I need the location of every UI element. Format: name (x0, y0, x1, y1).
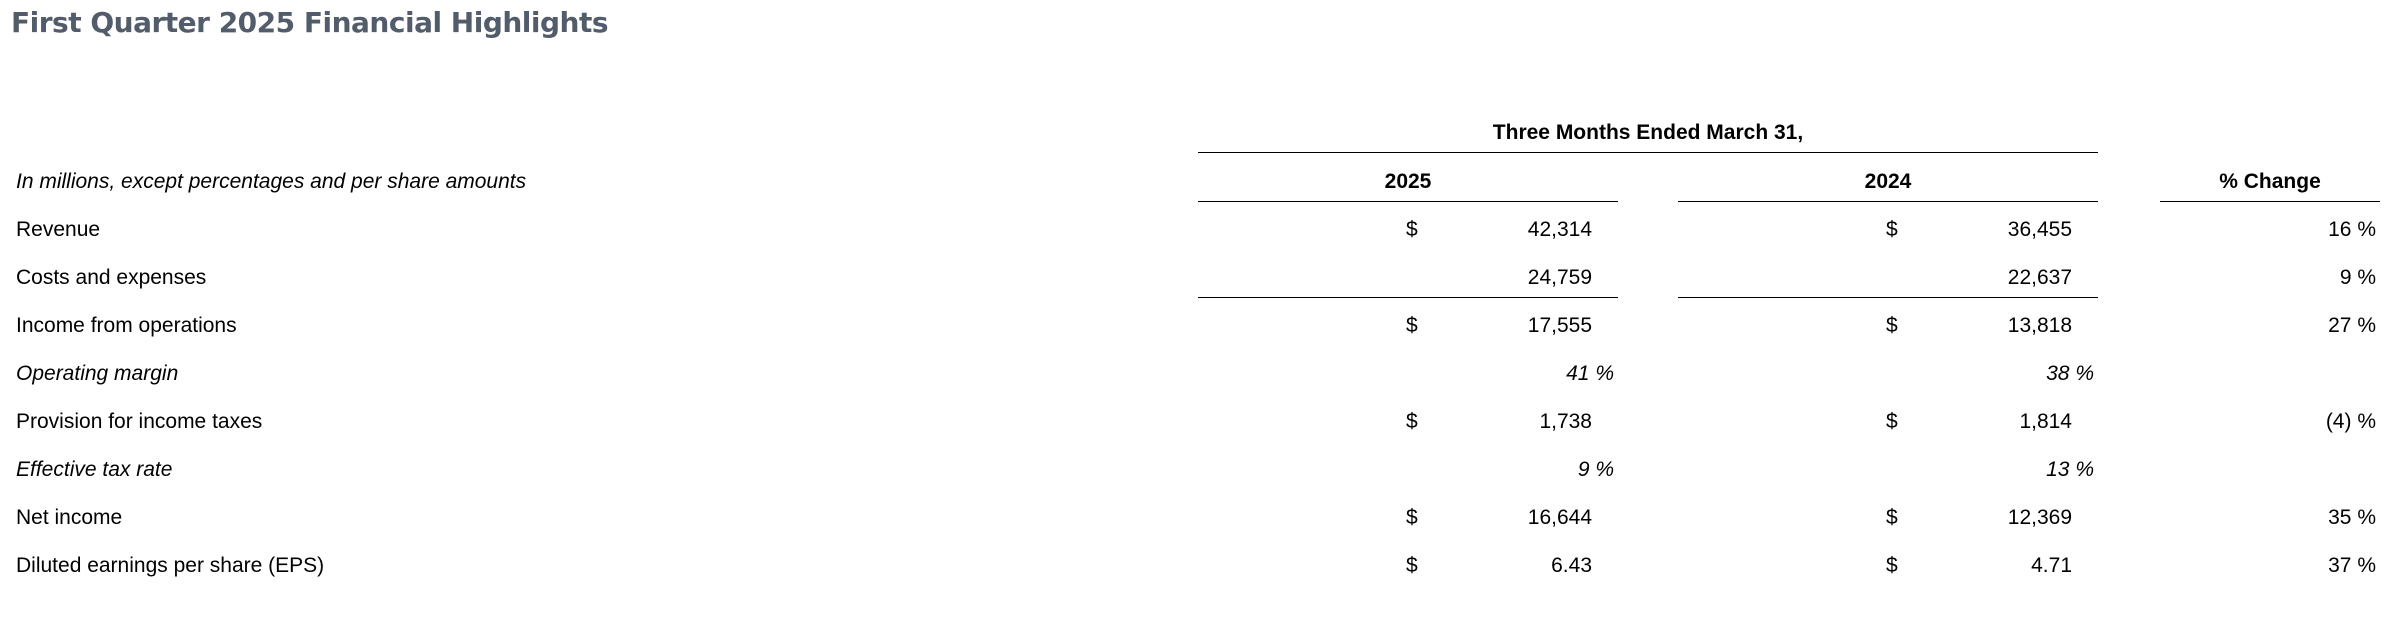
value-2025-net-income: 16,644 (1527, 506, 1592, 529)
column-header-2024: 2024 (1864, 170, 1912, 193)
change-net-income: 35 % (2328, 506, 2376, 529)
currency-2025-revenue: $ (1406, 218, 1418, 241)
value-2024-net-income: 12,369 (2007, 506, 2072, 529)
row-label-revenue: Revenue (16, 218, 101, 241)
value-2024-operating-margin: 38 % (2046, 362, 2094, 385)
column-header-change-rule (2160, 201, 2380, 202)
change-diluted-eps: 37 % (2328, 554, 2376, 577)
value-2025-effective-tax-rate: 9 % (1577, 458, 1614, 481)
column-header-2025-rule (1198, 201, 1618, 202)
currency-2024-provision-for-income-taxes: $ (1886, 410, 1898, 433)
change-income-from-operations: 27 % (2328, 314, 2376, 337)
value-2024-income-from-operations: 13,818 (2007, 314, 2072, 337)
row-label-provision-for-income-taxes: Provision for income taxes (16, 410, 263, 433)
value-2025-diluted-eps: 6.43 (1551, 554, 1592, 577)
currency-2025-net-income: $ (1406, 506, 1418, 529)
currency-2025-income-from-operations: $ (1406, 314, 1418, 337)
column-header-2025: 2025 (1384, 170, 1432, 193)
value-2025-provision-for-income-taxes: 1,738 (1539, 410, 1592, 433)
period-header-rule (1198, 152, 2098, 153)
currency-2024-income-from-operations: $ (1886, 314, 1898, 337)
change-revenue: 16 % (2328, 218, 2376, 241)
value-2024-provision-for-income-taxes: 1,814 (2019, 410, 2072, 433)
page-title: First Quarter 2025 Financial Highlights (11, 6, 609, 39)
change-costs-and-expenses: 9 % (2339, 266, 2376, 289)
currency-2024-revenue: $ (1886, 218, 1898, 241)
value-2024-diluted-eps: 4.71 (2031, 554, 2072, 577)
value-2025-costs-and-expenses: 24,759 (1527, 266, 1592, 289)
value-2025-income-from-operations: 17,555 (1527, 314, 1592, 337)
row-label-diluted-eps: Diluted earnings per share (EPS) (16, 554, 325, 577)
row-label-income-from-operations: Income from operations (16, 314, 237, 337)
period-header: Three Months Ended March 31, (1492, 121, 1804, 144)
currency-2025-diluted-eps: $ (1406, 554, 1418, 577)
row-label-effective-tax-rate: Effective tax rate (16, 458, 173, 481)
column-header-change: % Change (2219, 170, 2321, 193)
currency-2025-provision-for-income-taxes: $ (1406, 410, 1418, 433)
currency-2024-net-income: $ (1886, 506, 1898, 529)
value-2025-operating-margin: 41 % (1566, 362, 1614, 385)
row-label-costs-and-expenses: Costs and expenses (16, 266, 207, 289)
row-label-operating-margin: Operating margin (16, 362, 179, 385)
subtotal-rule-2025 (1198, 297, 1618, 298)
row-label-net-income: Net income (16, 506, 123, 529)
currency-2024-diluted-eps: $ (1886, 554, 1898, 577)
subtotal-rule-2024 (1678, 297, 2098, 298)
value-2024-revenue: 36,455 (2007, 218, 2072, 241)
column-header-2024-rule (1678, 201, 2098, 202)
value-2024-effective-tax-rate: 13 % (2046, 458, 2094, 481)
units-note: In millions, except percentages and per … (16, 170, 527, 193)
value-2024-costs-and-expenses: 22,637 (2007, 266, 2072, 289)
value-2025-revenue: 42,314 (1527, 218, 1592, 241)
change-provision-for-income-taxes: (4) % (2325, 410, 2376, 433)
